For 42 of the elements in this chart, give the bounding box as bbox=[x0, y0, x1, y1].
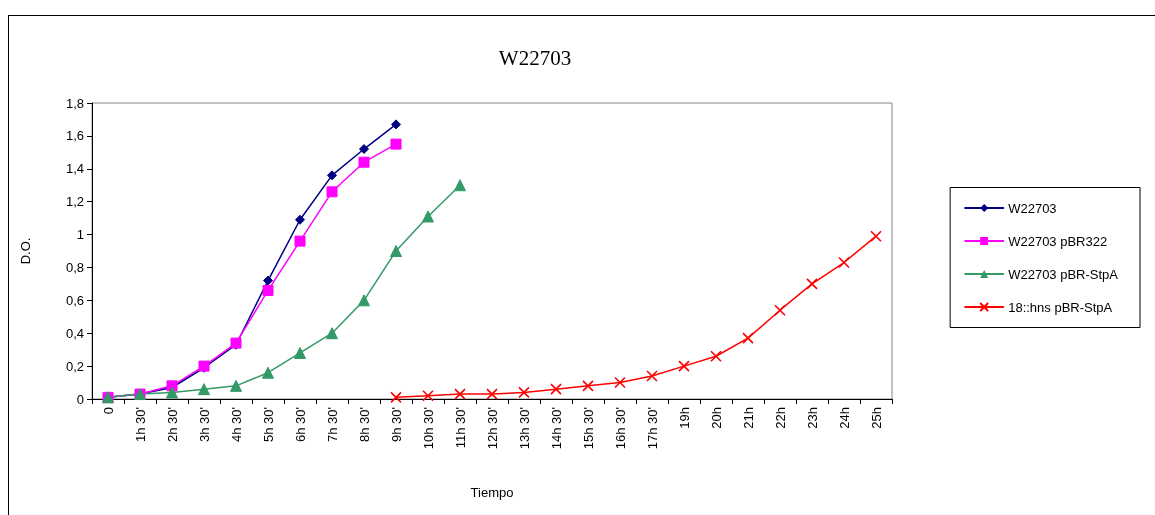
x-tick-label: 24h bbox=[836, 407, 852, 429]
y-tick-label: 1 bbox=[76, 227, 84, 243]
x-tick-label: 10h 30' bbox=[420, 407, 436, 450]
legend-label: W22703 bbox=[1008, 200, 1057, 216]
y-tick-label: 0 bbox=[76, 391, 84, 407]
x-tick-label: 15h 30' bbox=[580, 407, 596, 450]
x-tick-label: 9h 30' bbox=[388, 407, 404, 443]
x-tick-label: 2h 30' bbox=[164, 407, 180, 443]
x-tick-label: 16h 30' bbox=[612, 407, 628, 450]
x-tick-label: 21h bbox=[740, 407, 756, 429]
x-tick-label: 20h bbox=[708, 407, 724, 429]
y-tick-label: 1,4 bbox=[65, 161, 84, 177]
x-tick-label: 0 bbox=[100, 407, 116, 415]
y-tick-label: 0,2 bbox=[65, 358, 84, 374]
x-tick-label: 22h bbox=[772, 407, 788, 429]
x-tick-label: 7h 30' bbox=[324, 407, 340, 443]
x-axis-title: Tiempo bbox=[470, 485, 514, 500]
x-tick-label: 23h bbox=[804, 407, 820, 429]
x-tick-label: 19h bbox=[676, 407, 692, 429]
x-tick-label: 14h 30' bbox=[548, 407, 564, 450]
legend-label: W22703 pBR322 bbox=[1008, 233, 1108, 249]
x-tick-label: 4h 30' bbox=[228, 407, 244, 443]
y-tick-label: 1,2 bbox=[65, 194, 84, 210]
legend-label: 18::hns pBR-StpA bbox=[1008, 299, 1113, 315]
x-tick-label: 25h bbox=[868, 407, 884, 429]
y-axis-title: D.O. bbox=[18, 237, 33, 265]
x-tick-label: 1h 30' bbox=[132, 407, 148, 443]
x-tick-label: 11h 30' bbox=[452, 407, 468, 449]
y-tick-label: 0,8 bbox=[65, 259, 84, 275]
y-tick-label: 1,6 bbox=[65, 128, 84, 144]
x-tick-label: 8h 30' bbox=[356, 407, 372, 443]
x-tick-label: 13h 30' bbox=[516, 407, 532, 450]
y-tick-label: 1,8 bbox=[65, 95, 84, 111]
x-tick-label: 5h 30' bbox=[260, 407, 276, 443]
chart-title: W22703 bbox=[498, 45, 572, 70]
x-tick-label: 6h 30' bbox=[292, 407, 308, 443]
x-tick-label: 17h 30' bbox=[644, 407, 660, 450]
x-tick-label: 3h 30' bbox=[196, 407, 212, 443]
y-tick-label: 0,4 bbox=[65, 325, 84, 341]
x-tick-label: 12h 30' bbox=[484, 407, 500, 450]
y-tick-label: 0,6 bbox=[65, 292, 84, 308]
legend-label: W22703 pBR-StpA bbox=[1008, 266, 1119, 282]
